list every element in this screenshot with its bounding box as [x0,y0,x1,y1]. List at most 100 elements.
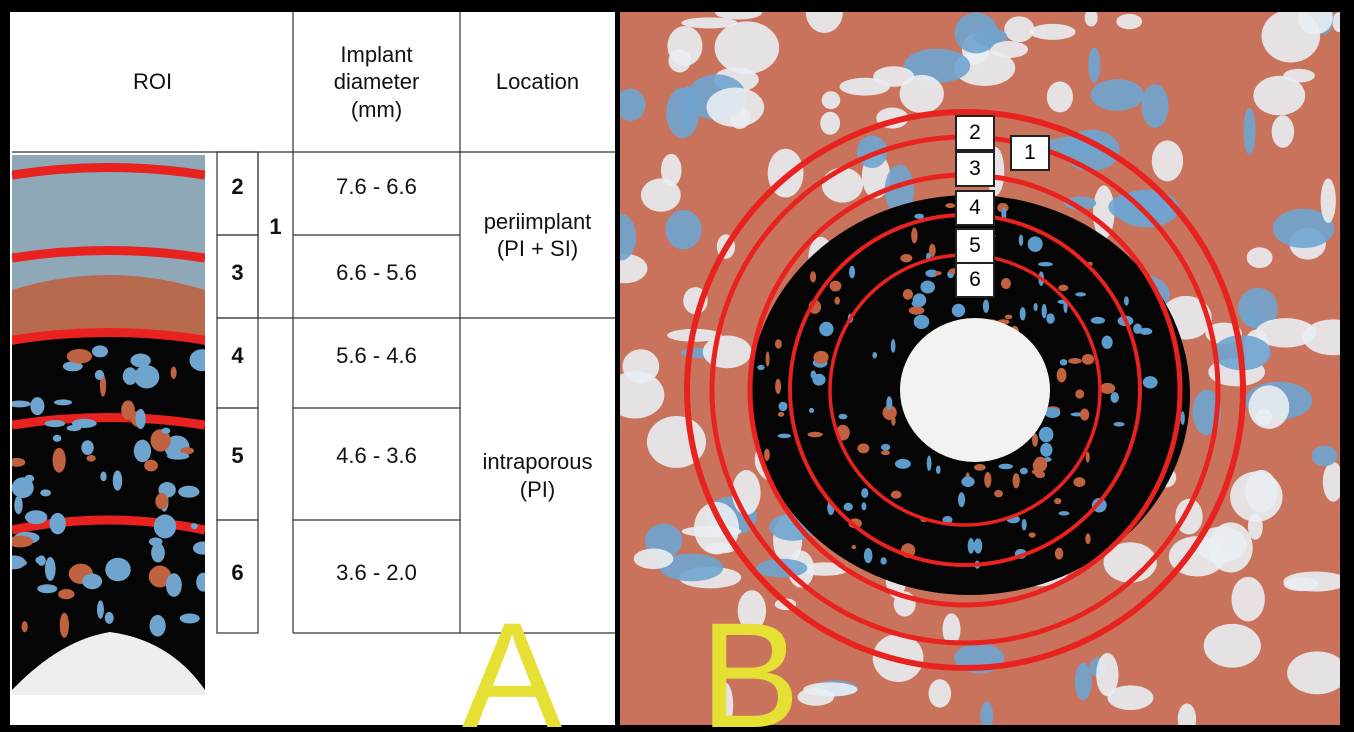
texture [861,502,866,510]
texture [123,367,138,385]
texture [881,444,890,451]
texture [1028,236,1043,251]
texture [121,400,135,419]
texture [912,300,921,306]
texture [1287,651,1347,694]
roi-cell: 2 [217,152,258,222]
location-cell: intraporous (PI) [460,318,615,633]
texture [891,491,902,499]
texture [1085,533,1090,544]
texture [968,538,975,554]
texture [1116,14,1142,29]
texture [778,434,791,439]
texture [914,214,924,219]
texture [1110,392,1118,403]
texture [822,168,863,203]
texture [891,339,896,353]
location-cell: periimplant (PI + SI) [460,152,615,318]
texture [1075,663,1092,701]
texture [1243,108,1255,155]
texture [15,560,27,566]
texture [130,354,150,368]
texture [778,412,784,417]
texture [661,154,682,186]
header-cell: Location [460,12,615,152]
texture [715,21,780,74]
texture [67,425,82,431]
texture [30,397,44,415]
ring-label: 2 [955,115,995,151]
texture [86,455,95,462]
texture [1139,328,1152,335]
texture [167,452,189,459]
diameter-cell: 7.6 - 6.6 [293,152,460,222]
texture [1124,296,1129,306]
texture [891,417,895,426]
location-text: periimplant (PI + SI) [468,208,608,263]
roi-cell: 3 [217,235,258,310]
texture [1055,548,1063,560]
texture [819,322,833,336]
ring-label: 6 [955,262,995,298]
texture [1113,422,1124,427]
texture [929,679,952,707]
texture [25,510,47,524]
texture [810,271,816,282]
texture [154,514,176,538]
texture [1042,304,1047,319]
texture [766,352,770,367]
texture [974,538,983,553]
texture [1019,234,1023,246]
texture [92,345,108,357]
texture [1102,336,1113,349]
texture [920,281,935,294]
texture [881,450,890,455]
texture [1231,577,1264,622]
texture [990,41,1028,58]
header-text: Implant diameter (mm) [322,41,432,124]
texture [1204,624,1261,668]
ring-label: 5 [955,228,995,264]
texture [1038,262,1053,266]
texture [1046,313,1055,323]
texture [40,489,51,496]
texture [1085,8,1098,26]
texture [1020,468,1028,475]
header-cell: Implant diameter (mm) [293,12,460,152]
roi-cell: 6 [217,520,258,625]
texture [1040,443,1052,457]
texture [81,440,93,455]
texture [105,558,131,582]
texture [54,399,72,405]
texture [797,688,834,706]
texture [1030,24,1076,40]
texture [668,49,690,72]
texture [1332,12,1345,32]
ring-label: 1 [1010,135,1050,171]
texture [911,228,917,244]
texture [835,297,840,305]
ring-label: 4 [955,190,995,226]
diameter-cell: 3.6 - 2.0 [293,520,460,625]
texture [998,464,1013,470]
texture [954,12,998,53]
header-cell: ROI [12,12,293,152]
texture [180,613,200,623]
texture [12,477,34,498]
texture [1091,79,1144,111]
texture [149,537,163,546]
texture [1075,292,1086,296]
texture [161,428,170,434]
texture [900,75,944,113]
texture [22,621,28,632]
texture [95,370,104,380]
texture [994,490,1003,498]
texture [1033,461,1038,470]
texture [857,443,869,453]
texture [1082,354,1094,365]
texture [681,17,737,28]
roi-cell: 4 [217,318,258,393]
texture [1020,307,1026,320]
texture [1283,571,1347,591]
texture [53,448,66,473]
